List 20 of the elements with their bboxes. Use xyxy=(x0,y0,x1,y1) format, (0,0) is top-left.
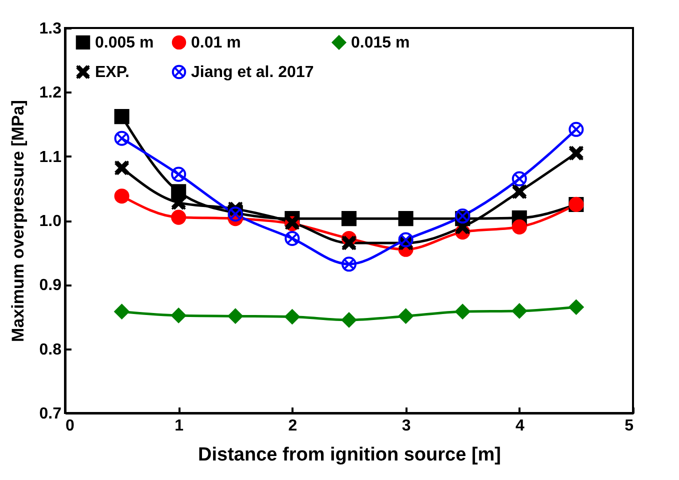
x-axis-title: Distance from ignition source [m] xyxy=(198,444,501,466)
y-tick-label: 1.0 xyxy=(39,213,62,230)
y-tick-label: 0.8 xyxy=(39,341,62,358)
y-axis-title: Maximum overpressure [MPa] xyxy=(8,100,28,342)
x-tick-label: 5 xyxy=(624,418,634,434)
y-tick-label: 1.3 xyxy=(39,20,62,38)
x-tick-label: 1 xyxy=(174,418,184,434)
legend-label: 0.01 m xyxy=(191,34,241,52)
y-tick-label: 1.2 xyxy=(39,84,62,102)
y-tick-label: 0.9 xyxy=(39,277,62,294)
x-tick-label: 4 xyxy=(515,418,524,434)
legend-label: 0.015 m xyxy=(351,34,410,52)
legend-label: EXP. xyxy=(95,64,130,81)
legend-label: 0.005 m xyxy=(95,34,154,52)
legend-label: Jiang et al. 2017 xyxy=(191,64,314,81)
x-tick-label: 3 xyxy=(402,418,411,434)
y-tick-label: 0.7 xyxy=(39,406,62,422)
x-tick-label: 2 xyxy=(288,418,298,434)
x-tick-label: 0 xyxy=(66,418,74,434)
y-tick-label: 1.1 xyxy=(39,148,62,166)
